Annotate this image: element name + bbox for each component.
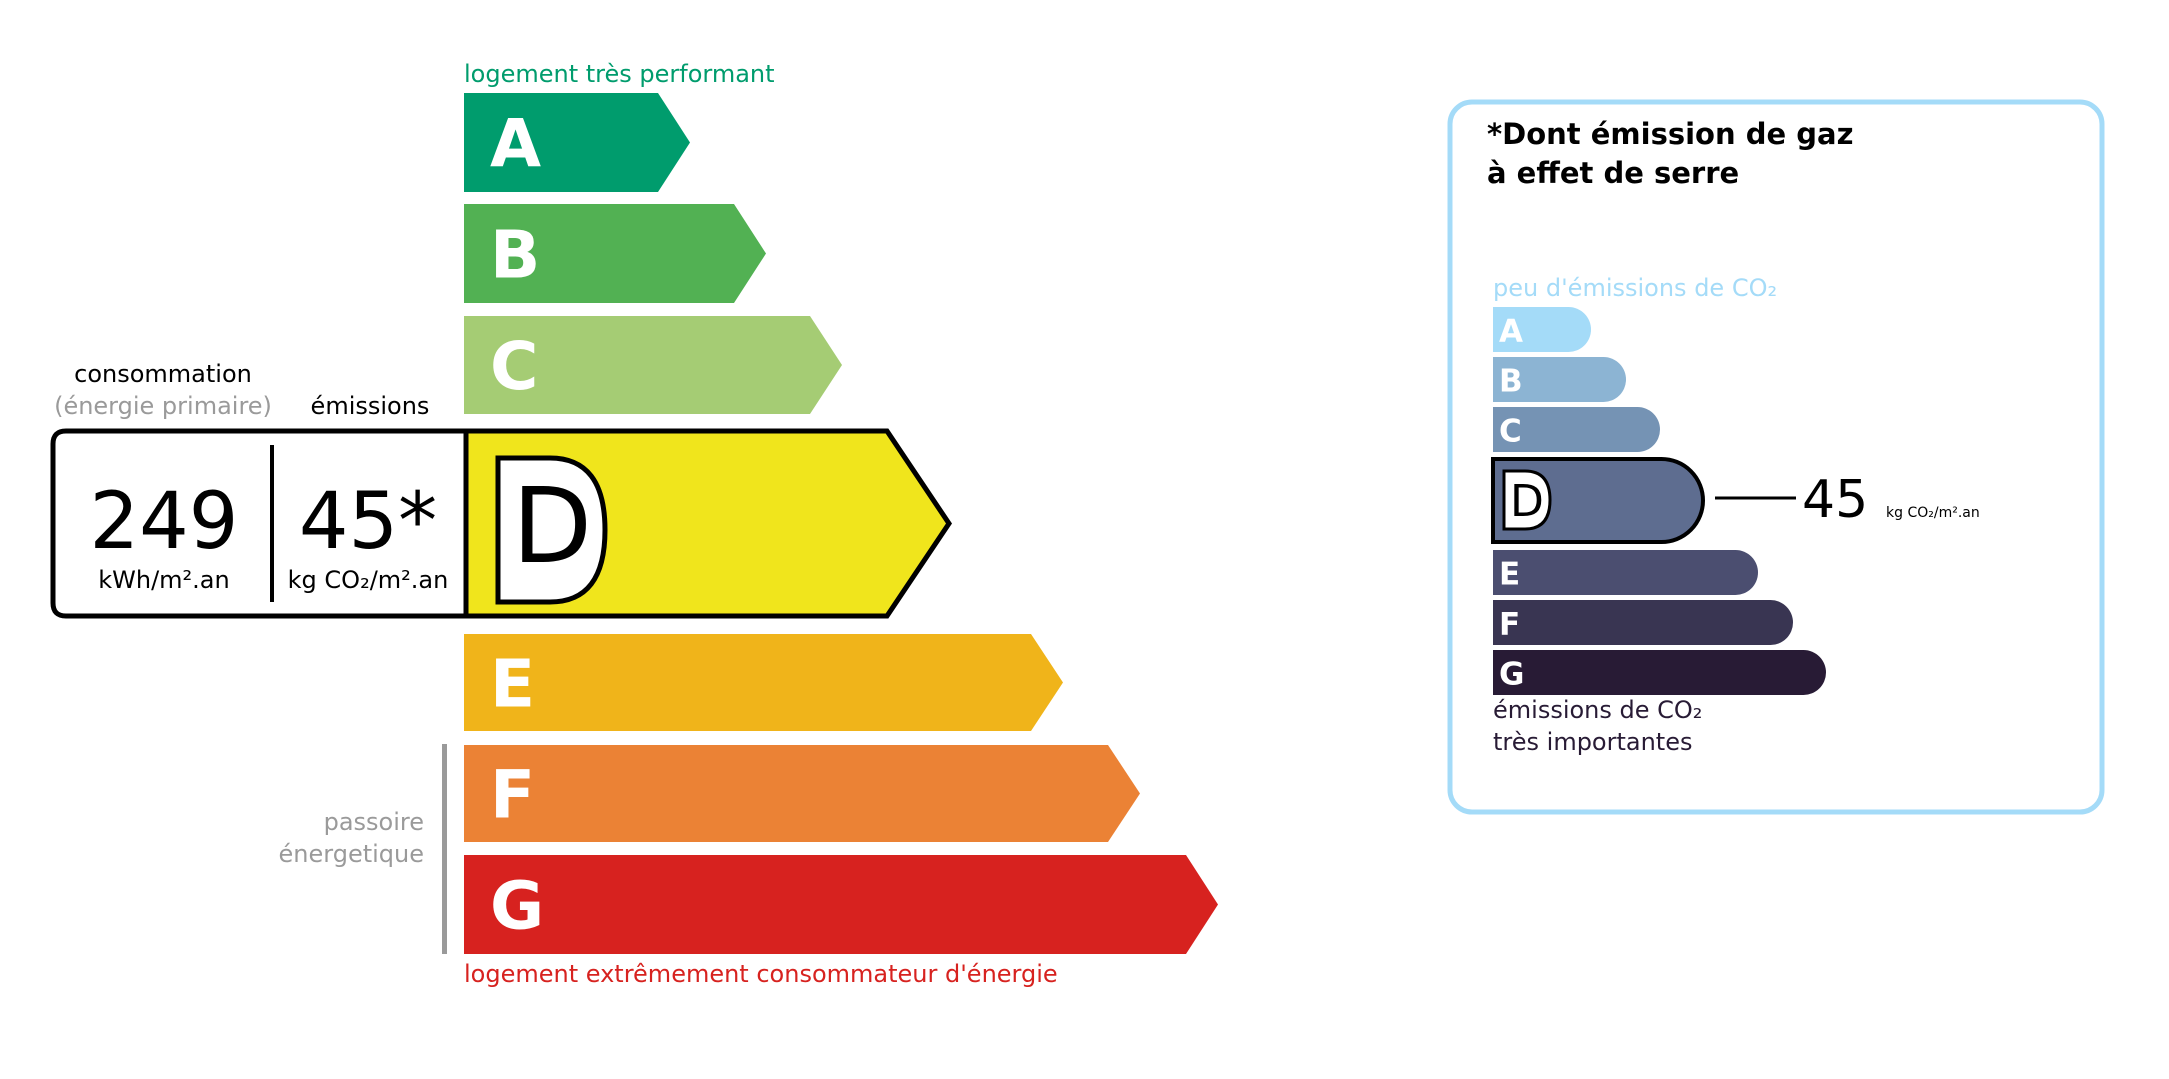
energy-bar-f — [464, 745, 1140, 842]
energy-letter-c: C — [490, 328, 538, 405]
energy-bar-e — [464, 634, 1063, 731]
passoire-label-2: énergetique — [279, 840, 424, 868]
ghg-letter-a: A — [1499, 314, 1523, 350]
top-label: logement très performant — [464, 60, 775, 88]
ghg-bottom-label-2: très importantes — [1493, 728, 1693, 756]
passoire-bar — [442, 744, 447, 954]
energy-bar-a — [464, 93, 690, 192]
ghg-letter-d: D — [1510, 476, 1544, 527]
bottom-label: logement extrêmement consommateur d'éner… — [464, 960, 1058, 988]
energy-letter-b: B — [490, 217, 540, 294]
emissions-header: émissions — [311, 392, 430, 420]
energy-bar-b — [464, 204, 766, 303]
ghg-letter-f: F — [1499, 607, 1520, 643]
consumption-value: 249 — [90, 477, 239, 567]
ghg-unit: kg CO₂/m².an — [1886, 505, 1980, 521]
ghg-bar-e — [1493, 550, 1759, 595]
emissions-unit: kg CO₂/m².an — [288, 566, 449, 594]
consumption-subheader: (énergie primaire) — [54, 392, 272, 420]
emissions-value: 45* — [299, 477, 437, 567]
energy-bar-g — [464, 855, 1218, 954]
value-box — [50, 428, 469, 619]
ghg-bottom-label-1: émissions de CO₂ — [1493, 696, 1702, 724]
ghg-letter-e: E — [1499, 557, 1520, 593]
ghg-current-badge — [1502, 469, 1552, 531]
passoire-label-1: passoire — [324, 808, 424, 836]
ghg-letter-b: B — [1499, 364, 1523, 400]
ghg-bar-g — [1493, 650, 1826, 695]
energy-letter-g: G — [490, 868, 544, 945]
ghg-title-1: *Dont émission de gaz — [1487, 117, 1853, 151]
ghg-bar-b — [1493, 357, 1627, 402]
consumption-header: consommation — [74, 360, 252, 388]
ghg-letter-c: C — [1499, 414, 1522, 450]
ghg-letter-g: G — [1499, 657, 1524, 693]
ghg-bar-c — [1493, 407, 1660, 452]
energy-letter-d: D — [512, 465, 592, 587]
energy-bar-c — [464, 316, 842, 414]
ghg-bar-a — [1493, 307, 1591, 352]
energy-letter-a: A — [490, 106, 541, 183]
ghg-top-label: peu d'émissions de CO₂ — [1493, 274, 1777, 302]
current-class-badge — [495, 455, 608, 605]
ghg-value: 45 — [1802, 470, 1868, 530]
energy-letter-e: E — [490, 646, 535, 723]
ghg-title-2: à effet de serre — [1487, 156, 1739, 190]
consumption-unit: kWh/m².an — [98, 566, 229, 594]
ghg-bar-f — [1493, 600, 1793, 645]
energy-letter-f: F — [490, 757, 535, 834]
